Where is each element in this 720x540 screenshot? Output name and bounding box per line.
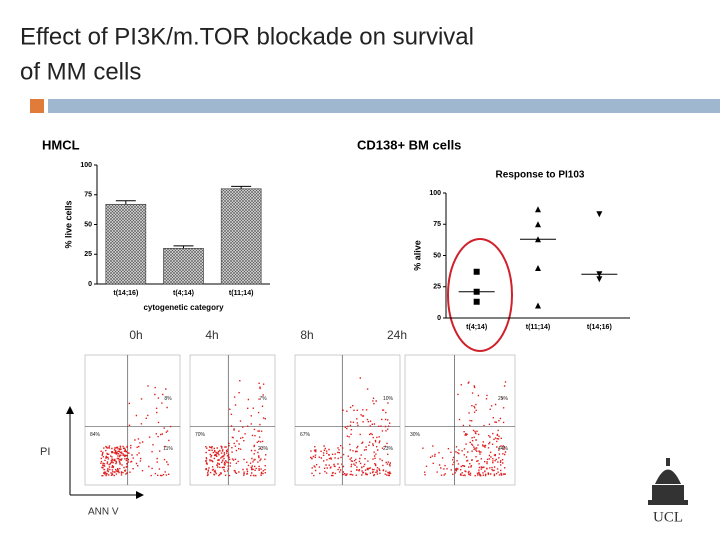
point: [596, 211, 603, 218]
flow-frame: [294, 354, 401, 486]
x-tick-label: t(14;16): [587, 324, 612, 331]
point: [535, 221, 541, 228]
bar: [105, 203, 147, 285]
x-tick-label: t(4;14): [173, 290, 194, 297]
subtitle: Response to PI103: [496, 170, 585, 181]
flow-x-label: ANN V: [88, 507, 119, 518]
flow-frame: [189, 354, 276, 486]
x-tick-label: t(14;16): [113, 290, 138, 297]
flow-dots: [100, 385, 172, 477]
y-axis-label: % alive: [412, 240, 422, 271]
x-axis-label: cytogenetic category: [143, 303, 224, 312]
y-axis-label: % live cells: [63, 200, 73, 248]
point: [473, 298, 480, 305]
bar: [220, 188, 262, 285]
point: [596, 276, 603, 283]
y-tick-label: 0: [437, 315, 441, 322]
quadrant-lines: [405, 355, 515, 485]
highlight-ellipse: [447, 238, 513, 352]
quadrant-label: 67%: [300, 432, 311, 438]
time-label: 4h: [205, 328, 218, 342]
y-tick-label: 0: [88, 281, 92, 288]
y-tick-label: 25: [84, 251, 92, 258]
point: [535, 302, 541, 309]
time-label: 8h: [300, 328, 313, 342]
quadrant-label: 23%: [383, 446, 394, 452]
quadrant-label: 84%: [90, 432, 101, 438]
quadrant-label: 25%: [498, 396, 509, 402]
error-bar: [115, 200, 136, 205]
y-tick-label: 75: [433, 221, 441, 228]
quadrant-label: 7%: [259, 396, 267, 402]
error-bar: [173, 245, 194, 249]
quadrant-lines: [85, 355, 180, 485]
chart-title: HMCL: [42, 137, 80, 152]
x-tick-label: t(11;14): [526, 324, 551, 331]
chart-title: CD138+ BM cells: [357, 137, 461, 152]
y-tick-label: 50: [433, 252, 441, 259]
quadrant-label: 70%: [195, 432, 206, 438]
quadrant-label: 8%: [164, 396, 172, 402]
x-tick-label: t(4;14): [466, 324, 487, 331]
y-tick-label: 100: [429, 190, 441, 197]
bar: [163, 248, 204, 285]
slide-title: Effect of PI3K/m.TOR blockade on surviva…: [20, 23, 474, 50]
quadrant-label: 23%: [258, 446, 269, 452]
svg-text:UCL: UCL: [653, 509, 683, 525]
point: [473, 268, 480, 275]
flow-y-label: PI: [40, 446, 50, 458]
x-tick-label: t(11;14): [229, 290, 254, 297]
quadrant-label: 30%: [410, 432, 421, 438]
quadrant-label: 10%: [383, 396, 394, 402]
y-tick-label: 100: [80, 162, 92, 169]
y-tick-label: 75: [84, 192, 92, 199]
y-tick-label: 25: [433, 284, 441, 291]
point: [535, 265, 541, 271]
time-label: 24h: [387, 328, 407, 342]
flow-frame: [84, 354, 181, 486]
quadrant-label: 11%: [163, 446, 173, 452]
quadrant-label: 44%: [498, 446, 509, 452]
slide-title-2: of MM cells: [20, 58, 141, 85]
header-band: [0, 99, 720, 113]
point: [535, 206, 541, 213]
error-bar: [231, 185, 252, 189]
ucl-logo: UCL: [648, 458, 688, 525]
y-tick-label: 50: [84, 221, 92, 228]
time-label: 0h: [129, 328, 142, 342]
